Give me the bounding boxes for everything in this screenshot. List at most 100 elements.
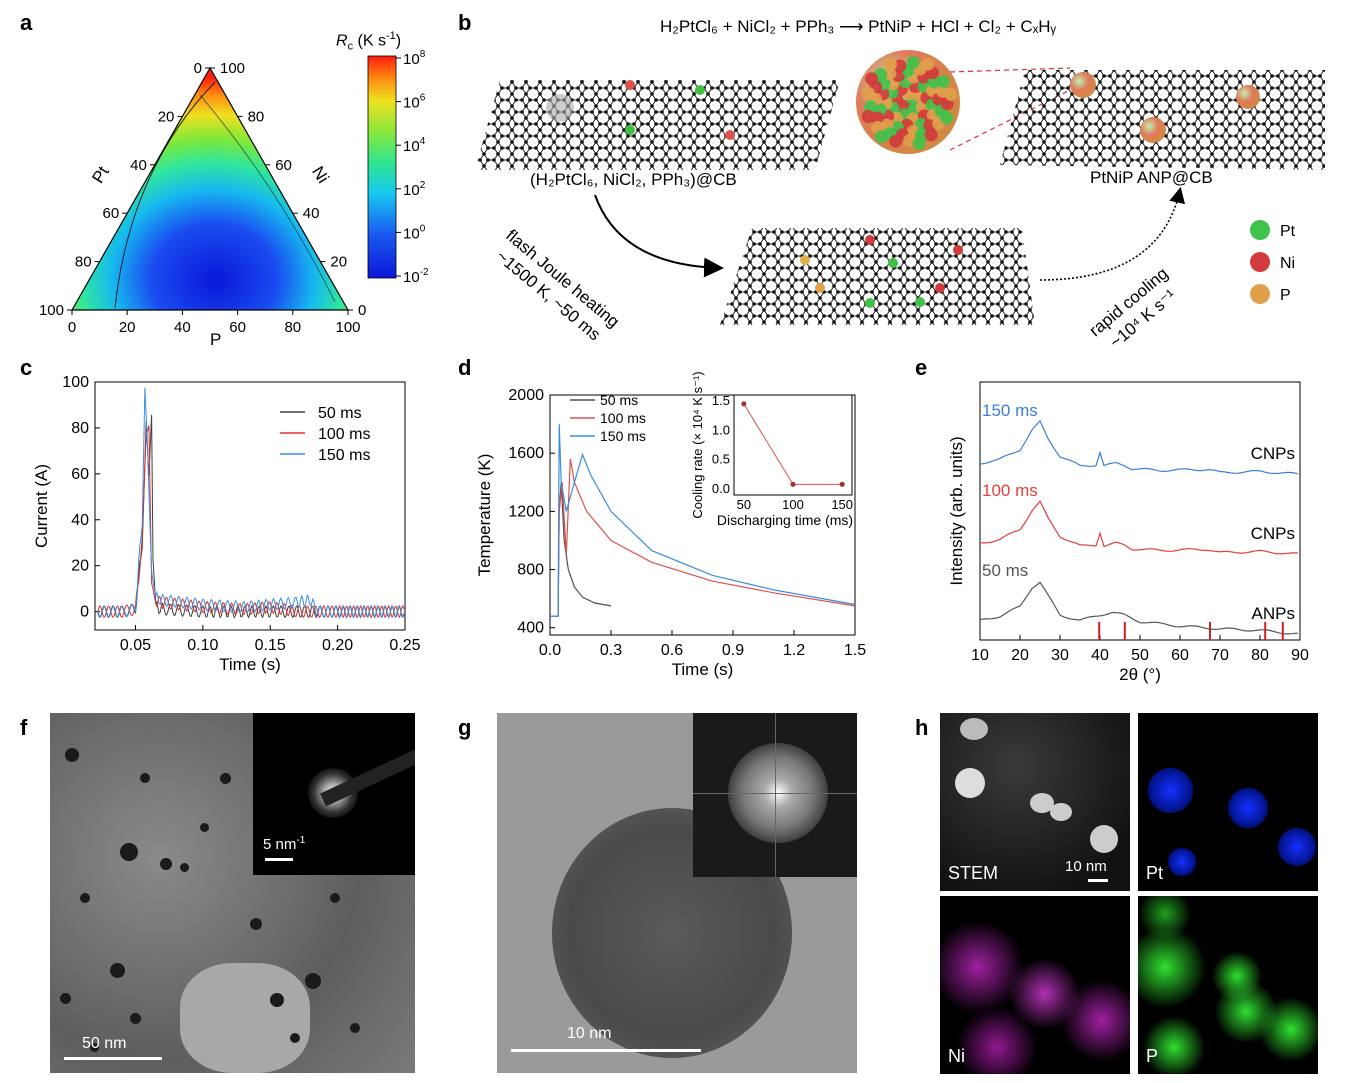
ternary-tick-pt: 20	[158, 108, 175, 125]
x-tick-label: 20	[1011, 647, 1029, 664]
saed-inset: 5 nm-1	[253, 713, 415, 875]
tem-scale-label-f: 50 nm	[82, 1035, 127, 1052]
inset-point	[839, 481, 845, 487]
inset-x-label: Discharging time (ms)	[717, 512, 853, 528]
x-tick-label: 0.0	[539, 642, 561, 659]
product-graphene-sheet	[1000, 70, 1325, 170]
nanoparticle	[200, 823, 209, 832]
inset-x-tick: 50	[737, 497, 751, 512]
panel-letter-e: e	[915, 355, 928, 380]
ternary-tick-p: 0	[68, 319, 76, 336]
x-tick-label: 0.15	[255, 637, 286, 654]
plot-frame	[549, 394, 856, 636]
series-line-150ms	[550, 424, 856, 617]
tem-image-f: 5 nm-1 50 nm	[50, 713, 415, 1073]
stem-label: STEM	[948, 863, 999, 883]
tem-background-region	[180, 963, 310, 1073]
ternary-tick-ni: 80	[248, 108, 265, 125]
pt-map: Pt	[1138, 713, 1318, 891]
x-tick-label: 30	[1051, 647, 1069, 664]
nanoparticle	[80, 893, 90, 903]
panel-letter-g: g	[458, 715, 472, 740]
ternary-tick-ni: 20	[330, 254, 347, 271]
panel-letter-f: f	[20, 715, 28, 740]
ternary-tick-p: 20	[119, 319, 136, 336]
legend-label: 150 ms	[318, 447, 370, 464]
pt-precursor-atom	[625, 80, 635, 90]
y-tick-label: 20	[71, 558, 89, 575]
nanoparticle	[330, 893, 340, 903]
ternary-tick-p: 60	[229, 319, 246, 336]
reaction-equation: H₂PtCl₆ + NiCl₂ + PPh₃ ⟶ PtNiP + HCl + C…	[660, 17, 1057, 36]
y-tick-label: 1200	[508, 503, 544, 520]
ternary-tick-p: 40	[174, 319, 191, 336]
ni-atom-2	[953, 245, 963, 255]
p-map: P	[1138, 896, 1318, 1074]
ni-precursor-atom	[695, 85, 705, 95]
x-axis-label: Time (s)	[219, 655, 281, 674]
p-map-label: P	[1146, 1046, 1159, 1066]
nanoparticle	[305, 973, 321, 989]
ternary-tick-pt: 60	[103, 205, 120, 222]
xrd-phase-label: CNPs	[1251, 444, 1295, 463]
nanoparticle	[110, 963, 125, 978]
colorbar-ticks: 108 106 104 102 100 10-2	[396, 49, 429, 286]
cooling-arrow	[1039, 186, 1186, 281]
inset-y-tick: 1.0	[712, 422, 730, 437]
y-tick-label: 400	[517, 620, 544, 637]
colorbar-tick-label: 106	[403, 93, 426, 112]
colorbar-title-symbol: R	[336, 32, 348, 50]
ternary-tick-pt: 0	[194, 60, 202, 77]
colorbar-tick-label: 100	[403, 223, 426, 242]
legend-label: Pt	[1280, 223, 1296, 240]
legend-label: P	[1280, 287, 1291, 304]
panel-letter-h: h	[915, 715, 929, 740]
colorbar-tick-label: 108	[403, 49, 426, 68]
x-tick-label: 50	[1131, 647, 1149, 664]
xrd-chart: 10 20 30 40 50 60 70 80 90 2θ (°) Intensity (arb. …	[947, 381, 1309, 684]
stem-scale-bar	[1088, 879, 1108, 882]
p-atom	[800, 255, 810, 265]
ni-atom	[865, 235, 875, 245]
inset-y-tick: 1.5	[712, 393, 730, 408]
nanoparticle	[270, 993, 284, 1007]
schematic-diagram: Pt Ni P	[475, 50, 1325, 325]
inset-point	[741, 401, 747, 407]
fft-inset	[693, 713, 857, 877]
x-tick-label: 40	[1091, 647, 1109, 664]
atom-legend: Pt Ni P	[1250, 220, 1296, 304]
xrd-phase-label: ANPs	[1252, 604, 1295, 623]
xrd-series-label: 150 ms	[982, 401, 1038, 420]
x-tick-label: 80	[1251, 647, 1269, 664]
nanoparticle	[60, 993, 71, 1004]
ternary-plot: 0 0 0 20 20 20 40 40 40 60 60 60 80 80 80 100 100 100 108…	[39, 49, 429, 336]
saed-scale-value: 5 nm	[263, 836, 297, 853]
y-tick-label: 2000	[508, 387, 544, 404]
panel-letter-c: c	[20, 355, 33, 380]
plot-frame	[979, 381, 1301, 641]
plot-frame	[94, 381, 406, 631]
precursor-graphene-sheet	[475, 80, 840, 170]
ternary-tick-p: 80	[284, 319, 301, 336]
y-tick-label: 60	[71, 466, 89, 483]
nanoparticle	[90, 1043, 99, 1052]
nanoparticle	[250, 918, 262, 930]
pt-atom-2	[865, 298, 875, 308]
nanoparticle	[290, 1033, 300, 1043]
product-label: PtNiP ANP@CB	[1090, 168, 1213, 187]
y-tick-label: 1600	[508, 445, 544, 462]
x-tick-label: 0.10	[187, 637, 218, 654]
inset-x-tick: 150	[831, 497, 853, 512]
panel-letter-b: b	[458, 10, 472, 35]
nanoparticle	[130, 1013, 141, 1024]
x-axis-label: 2θ (°)	[1119, 665, 1161, 684]
hrtem-scale-label: 10 nm	[567, 1025, 612, 1042]
legend-label: 100 ms	[600, 410, 646, 426]
x-tick-label: 0.20	[322, 637, 353, 654]
nanoparticle	[180, 863, 189, 872]
heating-arrow	[594, 194, 724, 278]
ternary-ticks: 0 0 0 20 20 20 40 40 40 60 60 60 80 80 80 100 100 100	[39, 60, 366, 336]
y-axis-label: Current (A)	[32, 464, 51, 548]
y-axis-label: Intensity (arb. units)	[947, 436, 966, 585]
xrd-series-label: 100 ms	[982, 481, 1038, 500]
